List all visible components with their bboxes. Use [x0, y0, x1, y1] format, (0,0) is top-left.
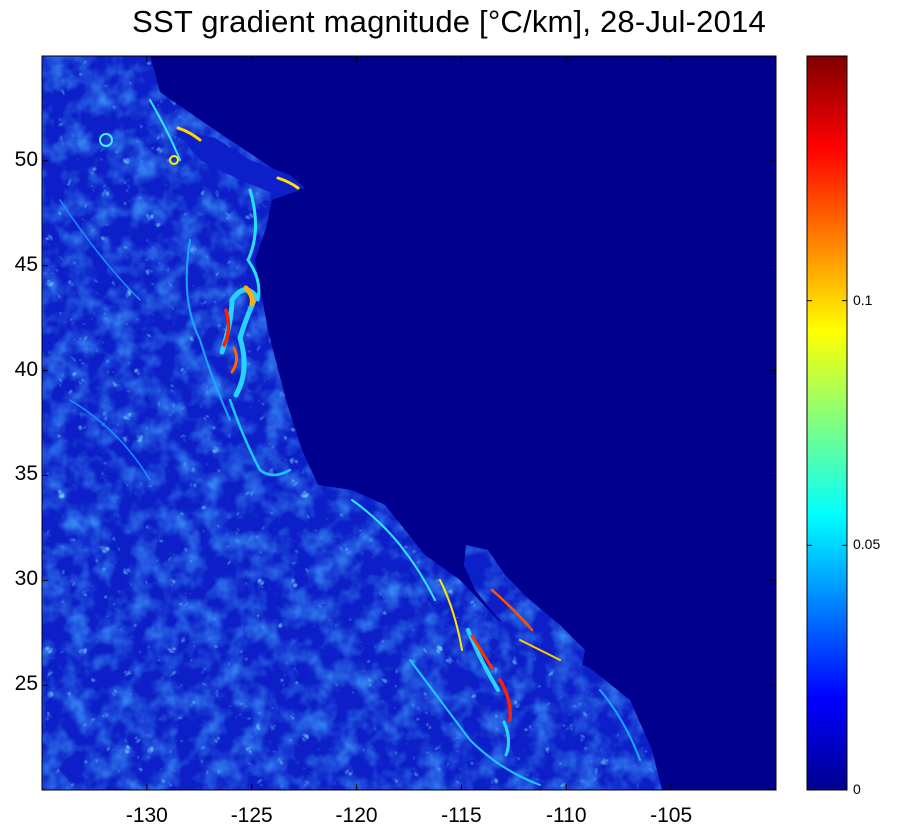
x-tick-label: -125 [230, 804, 273, 827]
x-axis-ticks [146, 56, 672, 790]
gulf-texture [464, 545, 585, 678]
x-tick-label: -115 [441, 804, 482, 827]
colorbar [806, 55, 848, 791]
ocean-fine-texture [42, 56, 662, 790]
y-tick-label: 50 [14, 147, 38, 171]
axes-frame [41, 55, 777, 791]
x-tick-label: -110 [546, 804, 587, 827]
chart-title: SST gradient magnitude [°C/km], 28-Jul-2… [132, 4, 766, 39]
colorbar-tick-label: 0.05 [853, 536, 881, 553]
y-tick-label: 45 [14, 252, 38, 276]
y-tick-label: 40 [14, 357, 38, 381]
y-axis-ticks [42, 160, 776, 686]
x-tick-label: -120 [335, 804, 378, 827]
puget-sound [175, 130, 305, 196]
colorbar-tick-label: 0 [853, 781, 861, 797]
x-tick-label: -105 [650, 804, 693, 827]
y-tick-label: 30 [14, 567, 38, 591]
y-tick-label: 25 [14, 672, 38, 696]
coastal-fronts [59, 99, 641, 786]
y-tick-label: 35 [14, 462, 38, 486]
colorbar-ticks [807, 300, 847, 791]
x-tick-label: -130 [125, 804, 168, 827]
colorbar-tick-label: 0.1 [853, 291, 873, 308]
